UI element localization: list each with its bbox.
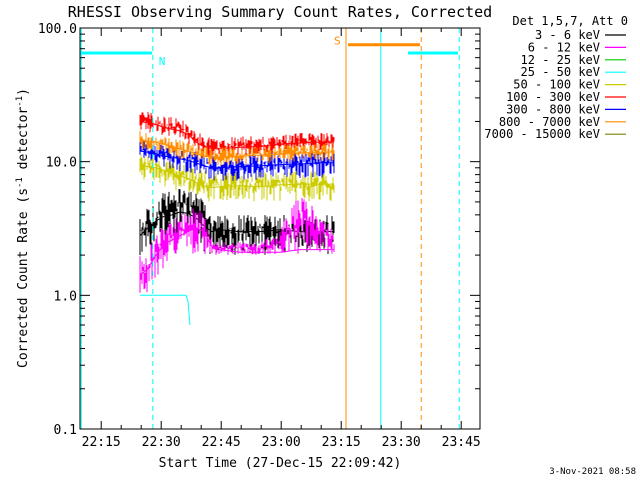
- legend-label: 6 - 12 keV: [528, 40, 600, 54]
- series-band: [139, 197, 335, 293]
- series-7: [139, 131, 335, 166]
- legend-label: 100 - 300 keV: [506, 90, 600, 104]
- series-band: [139, 189, 335, 256]
- series-4: [139, 155, 335, 202]
- indicator-label: S: [334, 35, 341, 48]
- x-tick-label: 23:45: [442, 435, 481, 450]
- series-line: [140, 294, 191, 326]
- series-line: [139, 227, 334, 277]
- x-axis-label: Start Time (27-Dec-15 22:09:42): [159, 456, 402, 471]
- legend-label: 25 - 50 keV: [521, 65, 600, 79]
- x-tick-label: 22:45: [202, 435, 241, 450]
- legend-header: Det 1,5,7, Att 0: [512, 14, 628, 28]
- series-1: [139, 197, 335, 293]
- series-line: [139, 139, 334, 158]
- y-axis: 100.0 10.0 1.0 0.1: [38, 22, 480, 438]
- y-tick-label: 100.0: [38, 22, 77, 37]
- y-axis-label: Corrected Count Rate (s-1 detector-1): [15, 88, 31, 368]
- plot-area: NS: [80, 28, 460, 429]
- chart-title: RHESSI Observing Summary Count Rates, Co…: [68, 3, 492, 21]
- legend-label: 300 - 800 keV: [506, 102, 600, 116]
- legend-label: 3 - 6 keV: [535, 28, 600, 42]
- footer-date: 3-Nov-2021 08:58: [549, 467, 636, 477]
- x-tick-label: 23:15: [322, 435, 361, 450]
- plot-frame: [79, 27, 481, 430]
- indicator-label: N: [159, 55, 166, 68]
- y-tick-label: 0.1: [54, 423, 77, 438]
- indicator-N: N: [80, 28, 460, 429]
- legend-label: 7000 - 15000 keV: [484, 127, 600, 141]
- series-line: [139, 150, 334, 169]
- x-tick-label: 23:00: [262, 435, 301, 450]
- series-0: [139, 189, 335, 256]
- series-3: [140, 294, 191, 326]
- x-tick-label: 22:30: [142, 435, 181, 450]
- series-line: [139, 164, 334, 189]
- legend-label: 12 - 25 keV: [521, 53, 600, 67]
- legend-label: 800 - 7000 keV: [499, 115, 600, 129]
- series-band: [139, 131, 335, 166]
- y-tick-label: 10.0: [46, 156, 77, 171]
- y-tick-label: 1.0: [54, 289, 77, 304]
- legend-label: 50 - 100 keV: [513, 78, 600, 92]
- x-tick-label: 22:15: [82, 435, 121, 450]
- x-axis: 22:15 22:30 22:45 23:00 23:15 23:30 23:45: [82, 28, 481, 450]
- x-tick-label: 23:30: [382, 435, 421, 450]
- indicator-S: S: [334, 28, 422, 429]
- series-line: [139, 120, 334, 150]
